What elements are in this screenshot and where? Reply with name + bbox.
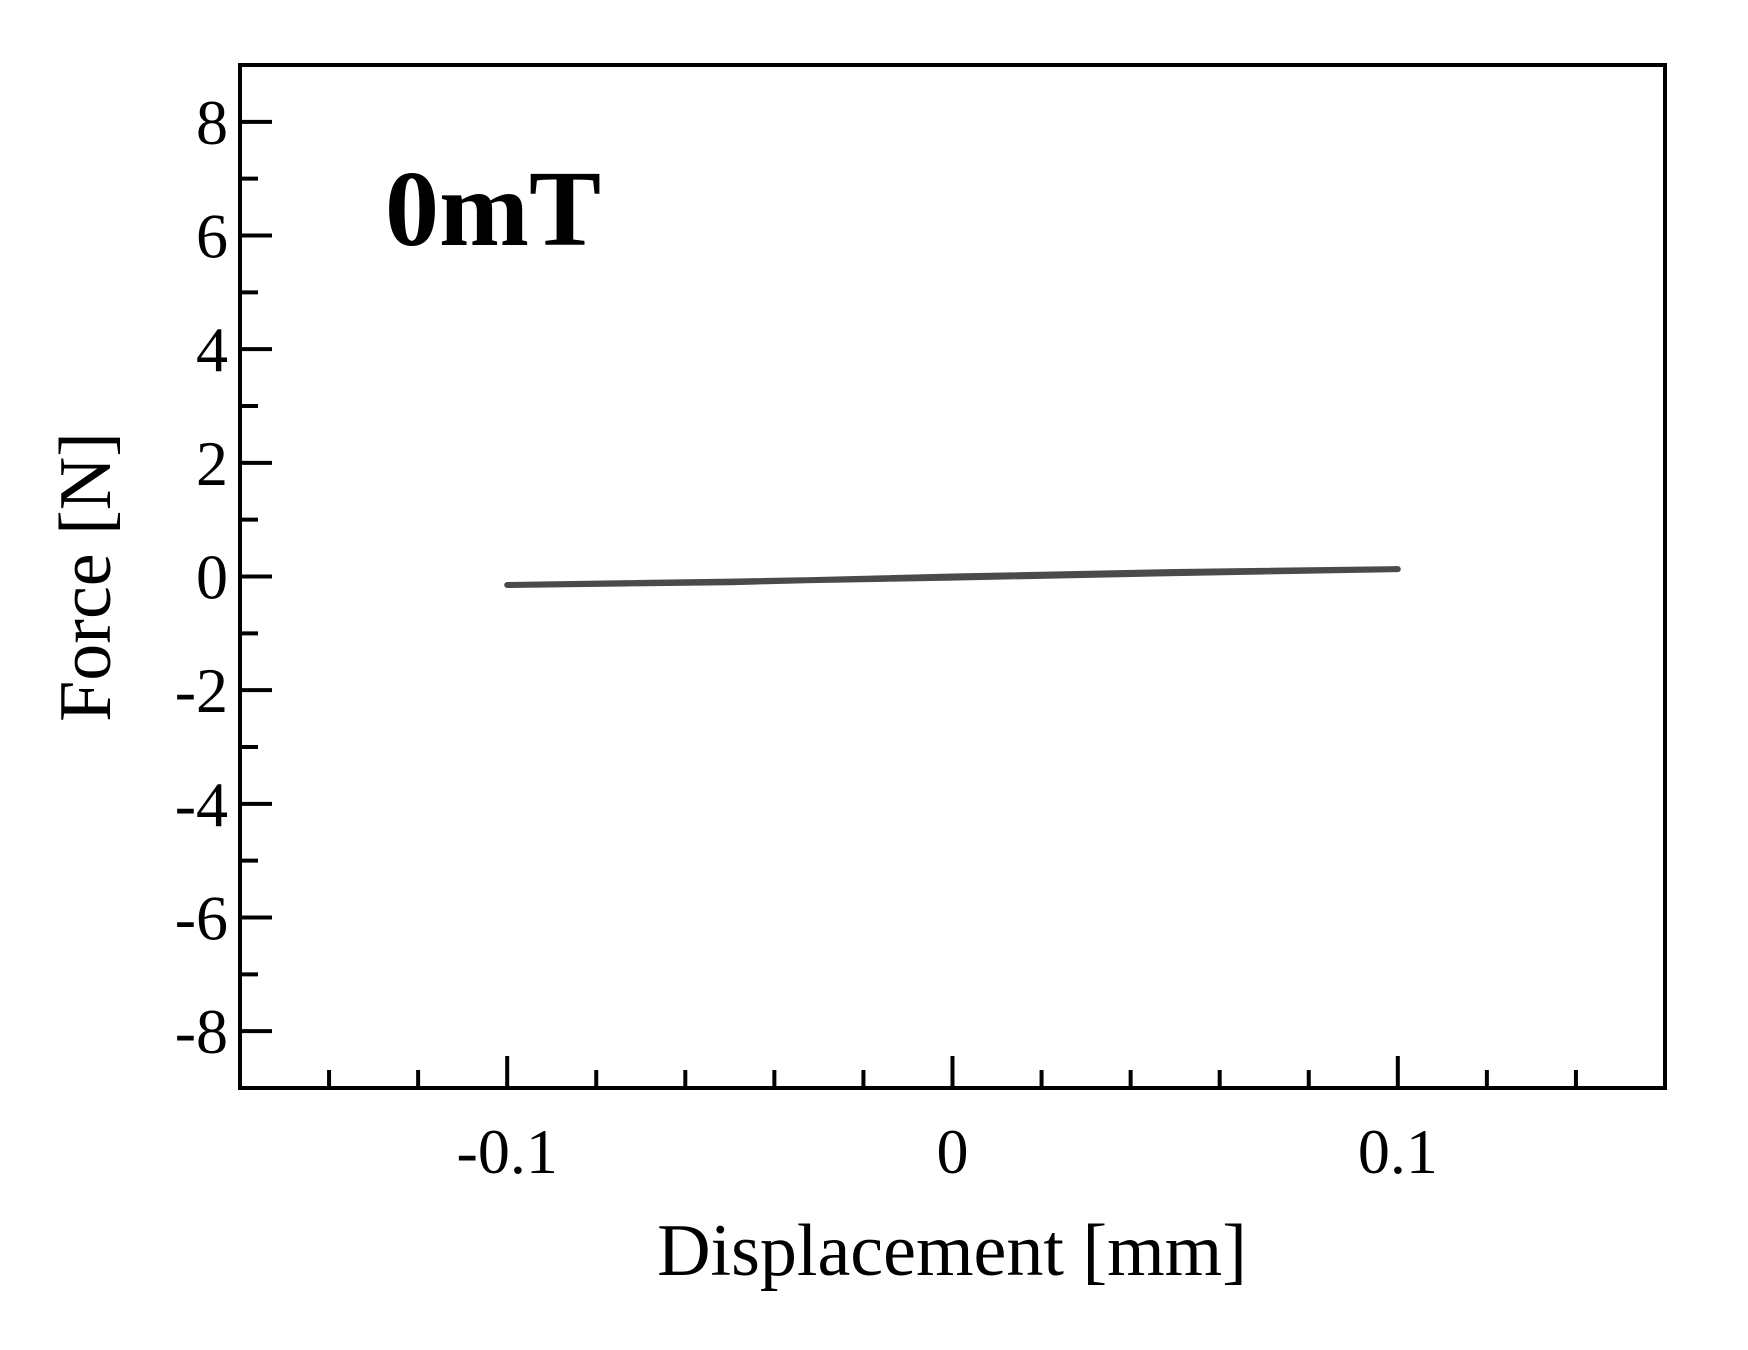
y-tick-label: -2 — [175, 655, 228, 726]
y-tick-label: 8 — [196, 87, 228, 158]
y-tick-label: -4 — [175, 769, 228, 840]
y-tick-label: 6 — [196, 201, 228, 272]
x-tick-label: -0.1 — [457, 1116, 558, 1187]
y-tick-label: -6 — [175, 883, 228, 954]
annotation-label: 0mT — [385, 150, 601, 269]
y-axis-title: Force [N] — [45, 432, 127, 722]
x-axis-ticks: -0.1 0 0.1 — [327, 1056, 1578, 1187]
y-tick-label: 2 — [196, 428, 228, 499]
y-axis-ticks: -8 -6 -4 -2 0 2 4 6 8 — [175, 87, 272, 1067]
x-axis-title: Displacement [mm] — [657, 1210, 1247, 1292]
hysteresis-loop-line — [504, 566, 1401, 588]
x-tick-label: 0 — [937, 1116, 969, 1187]
y-tick-label: -8 — [175, 996, 228, 1067]
y-tick-label: 0 — [196, 542, 228, 613]
x-tick-label: 0.1 — [1358, 1116, 1438, 1187]
y-tick-label: 4 — [196, 314, 228, 385]
series-group — [504, 566, 1401, 588]
